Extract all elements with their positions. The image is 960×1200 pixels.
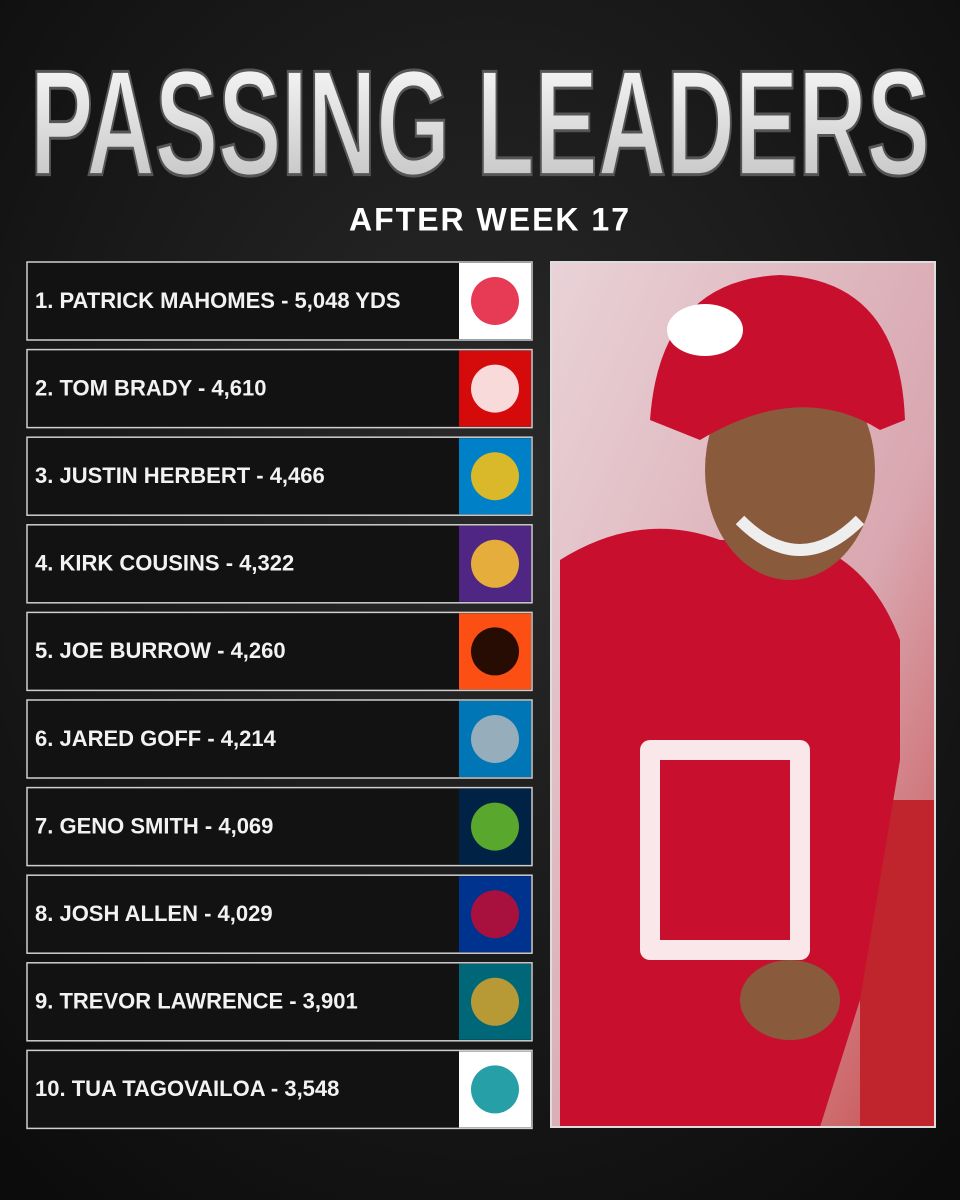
leader-row: 3. JUSTIN HERBERT - 4,466 [26,436,533,516]
leader-row: 2. TOM BRADY - 4,610 [26,348,533,429]
row-text: 1. PATRICK MAHOMES - 5,048 YDS [35,288,401,313]
player-photo [551,262,935,1127]
leader-row: 7. GENO SMITH - 4,069 [26,786,533,867]
team-logo-mark [471,715,519,763]
row-box [26,348,533,429]
row-box [26,699,533,779]
leader-row: 10. TUA TAGOVAILOA - 3,548 [26,1049,533,1130]
team-logo-mark [471,802,519,851]
row-box [26,874,533,954]
row-text: 9. TREVOR LAWRENCE - 3,901 [35,989,358,1014]
row-box [26,436,533,516]
row-text: 4. KIRK COUSINS - 4,322 [35,551,294,576]
row-box [26,261,533,341]
team-logo-mark [471,452,519,501]
leader-row: 8. JOSH ALLEN - 4,029 [26,874,533,954]
row-text: 7. GENO SMITH - 4,069 [35,813,273,838]
photo-frame [550,261,936,1128]
row-box [26,962,533,1042]
team-logo-mark [471,539,519,588]
team-logo-mark [471,277,519,325]
leader-row: 4. KIRK COUSINS - 4,322 [26,524,533,604]
team-logo-mark [471,364,519,413]
helmet-logo [667,304,743,356]
leader-row: 6. JARED GOFF - 4,214 [26,699,533,779]
row-box [26,1049,533,1130]
row-text: 10. TUA TAGOVAILOA - 3,548 [35,1076,339,1101]
leader-row: 1. PATRICK MAHOMES - 5,048 YDS [26,261,533,341]
row-box [26,611,533,692]
facemask [735,515,865,556]
leader-row: 5. JOE BURROW - 4,260 [26,611,533,692]
leader-row: 9. TREVOR LAWRENCE - 3,901 [26,962,533,1042]
team-logo-mark [471,977,519,1026]
team-logo-mark [471,890,519,939]
team-logo-mark [471,627,519,676]
row-text: 3. JUSTIN HERBERT - 4,466 [35,463,325,488]
row-text: 2. TOM BRADY - 4,610 [35,375,266,400]
row-text: 5. JOE BURROW - 4,260 [35,638,286,663]
jersey-number-inner [660,760,790,940]
row-box [26,524,533,604]
team-logo-mark [471,1065,519,1114]
row-text: 8. JOSH ALLEN - 4,029 [35,901,273,926]
leader-list: 1. PATRICK MAHOMES - 5,048 YDS 2. TOM BRA… [26,261,533,1130]
title: PASSING LEADERS [30,39,930,207]
row-box [26,786,533,867]
subtitle: AFTER WEEK 17 [349,201,631,237]
fist [740,960,840,1040]
row-text: 6. JARED GOFF - 4,214 [35,726,277,751]
